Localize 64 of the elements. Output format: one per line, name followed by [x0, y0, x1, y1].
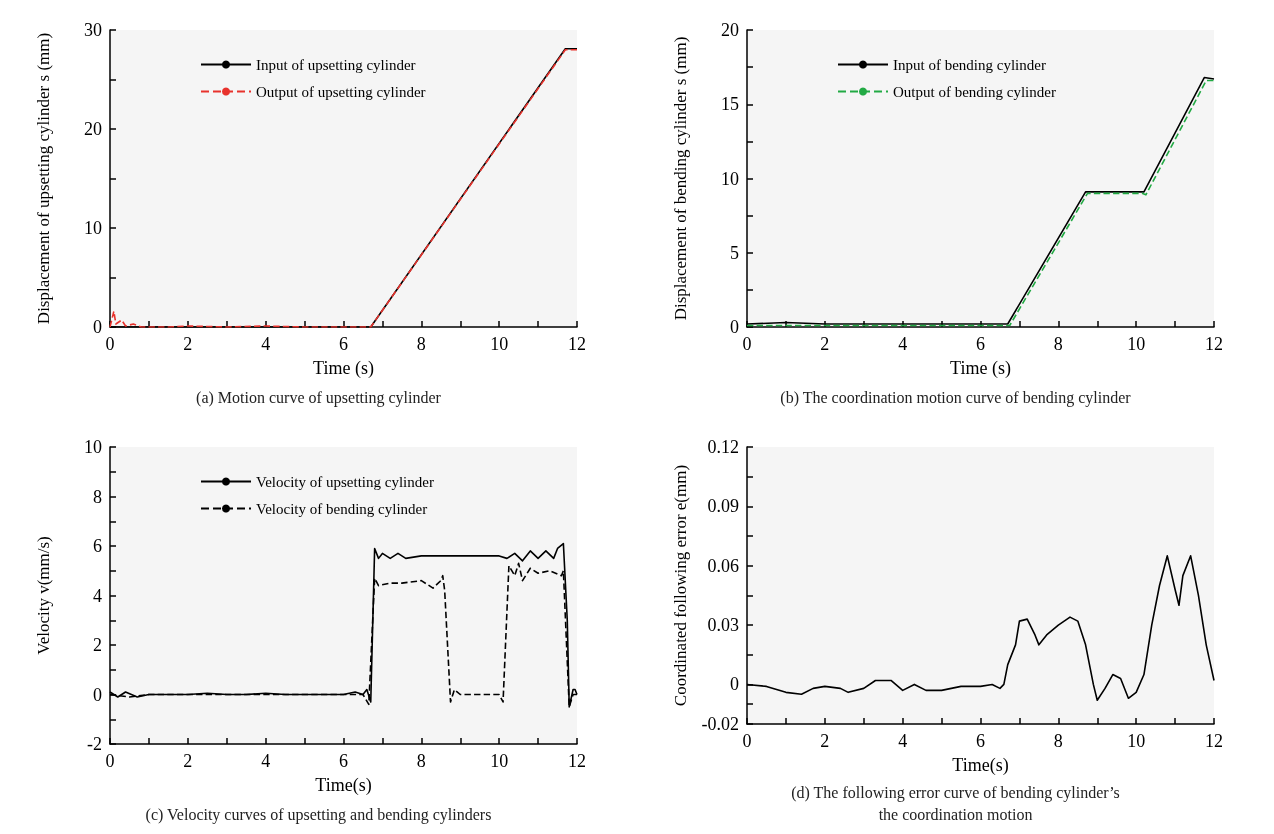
legend-label: Input of upsetting cylinder [256, 56, 416, 73]
legend-label: Output of bending cylinder [893, 83, 1056, 100]
y-tick-label: -2 [87, 734, 102, 754]
y-tick-label: 15 [721, 94, 739, 115]
x-axis-title: Time (s) [313, 358, 374, 379]
x-tick-label: 10 [490, 334, 509, 354]
y-tick-label: 8 [93, 486, 102, 507]
x-tick-label: 12 [1205, 731, 1223, 751]
y-tick-label: -0.02 [701, 714, 739, 734]
y-tick-label: 10 [721, 168, 739, 189]
y-tick-label: 0.06 [707, 555, 739, 576]
x-tick-label: 6 [976, 731, 985, 751]
text: (c) Velocity curves of upsetting and bending cylinders [145, 805, 492, 824]
y-axis-title: Displacement of upsetting cylinder s (mm) [34, 32, 53, 325]
y-tick-label: 4 [93, 585, 102, 606]
x-tick-label: 8 [1053, 334, 1063, 354]
x-tick-label: 12 [568, 334, 586, 354]
x-tick-label: 4 [898, 731, 908, 751]
x-tick-label: 2 [820, 334, 830, 354]
text: (d) The following error curve of bending cylinder’s the coordination motion [791, 783, 1120, 823]
x-tick-label: 6 [339, 751, 348, 771]
text: (b) The coordination motion curve of bending cylinder [780, 388, 1132, 407]
y-tick-label: 0 [93, 317, 102, 337]
y-tick-label: 10 [84, 437, 102, 457]
y-tick-label: 6 [93, 536, 102, 556]
x-tick-label: 2 [820, 731, 830, 751]
y-tick-label: 20 [721, 20, 739, 40]
x-tick-label: 8 [416, 334, 426, 354]
y-tick-label: 2 [93, 635, 102, 655]
x-tick-label: 12 [1205, 334, 1223, 354]
x-axis-title: Time (s) [950, 358, 1011, 379]
x-tick-label: 10 [1127, 334, 1146, 354]
y-tick-label: 5 [730, 242, 739, 263]
x-axis-title: Time(s) [952, 755, 1009, 776]
x-tick-label: 12 [568, 751, 586, 771]
x-tick-label: 8 [1053, 731, 1063, 751]
y-tick-label: 30 [84, 20, 102, 40]
x-tick-label: 4 [898, 334, 908, 354]
legend-label: Input of bending cylinder [893, 56, 1046, 73]
y-axis-title: Velocity v(mm/s) [34, 536, 53, 655]
x-tick-label: 2 [183, 751, 193, 771]
y-tick-label: 0 [93, 684, 102, 705]
y-tick-label: 0 [730, 317, 739, 337]
legend-label: Velocity of upsetting cylinder [256, 473, 434, 490]
x-tick-label: 10 [490, 751, 509, 771]
x-tick-label: 10 [1127, 731, 1146, 751]
y-tick-label: 0.12 [707, 437, 739, 457]
y-axis-title: Coordinated following error e(mm) [671, 464, 690, 707]
y-tick-label: 0 [730, 674, 739, 695]
x-axis-title: Time(s) [315, 775, 372, 796]
x-tick-label: 6 [339, 334, 348, 354]
y-tick-label: 0.09 [707, 496, 739, 517]
x-tick-label: 6 [976, 334, 985, 354]
y-axis-title: Displacement of bending cylinder s (mm) [671, 36, 690, 321]
y-tick-label: 20 [84, 119, 102, 139]
x-tick-label: 8 [416, 751, 426, 771]
legend-label: Output of upsetting cylinder [256, 83, 426, 100]
y-tick-label: 10 [84, 218, 102, 238]
legend-label: Velocity of bending cylinder [256, 500, 428, 517]
x-tick-label: 4 [261, 334, 271, 354]
x-tick-label: 4 [261, 751, 271, 771]
x-tick-label: 2 [183, 334, 193, 354]
text: (a) Motion curve of upsetting cylinder [196, 388, 442, 407]
y-tick-label: 0.03 [707, 615, 739, 636]
